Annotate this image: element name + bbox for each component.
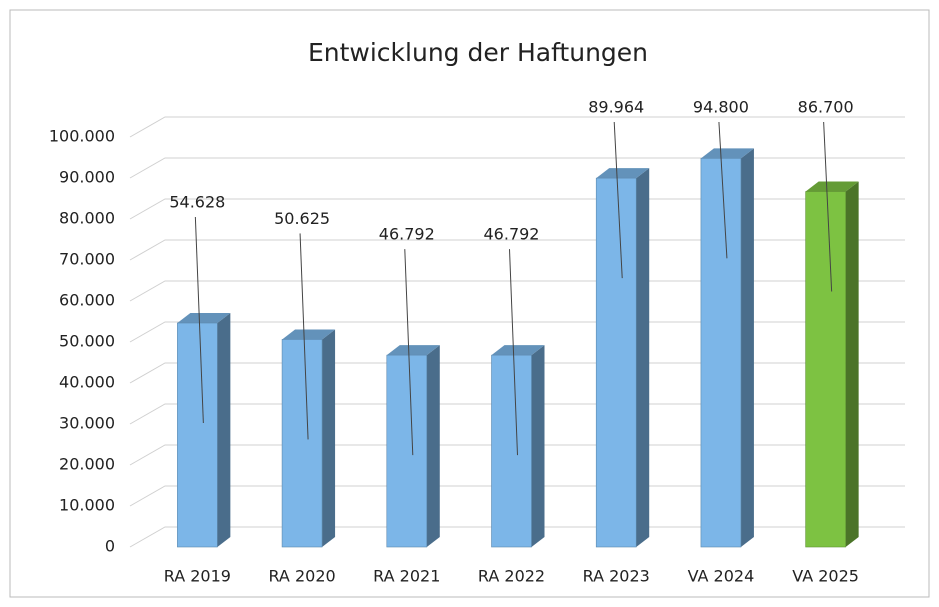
chart-title: Entwicklung der Haftungen [308, 38, 648, 67]
grid-line [129, 116, 905, 138]
y-tick-label: 60.000 [59, 291, 115, 310]
bar-side [531, 345, 545, 547]
x-tick-label: VA 2025 [792, 567, 859, 586]
grid-line [129, 198, 905, 220]
y-tick-label: 0 [105, 537, 115, 556]
data-label: 89.964 [588, 98, 644, 117]
bar [805, 191, 846, 548]
leader-line [509, 249, 518, 456]
x-tick-label: RA 2021 [373, 567, 440, 586]
bar-side [322, 329, 336, 547]
y-tick-label: 100.000 [49, 127, 115, 146]
y-tick-label: 10.000 [59, 496, 115, 515]
bar [177, 322, 218, 548]
grid-line [129, 526, 905, 548]
bar-top [177, 313, 231, 324]
y-tick-label: 20.000 [59, 455, 115, 474]
data-label: 54.628 [169, 193, 225, 212]
data-label: 86.700 [798, 98, 854, 117]
leader-line [299, 233, 309, 440]
leader-line [404, 249, 414, 456]
grid-line [129, 362, 905, 384]
y-tick-label: 70.000 [59, 250, 115, 269]
bar [491, 354, 532, 548]
x-tick-label: VA 2024 [688, 567, 755, 586]
bar [700, 158, 742, 548]
bar-top [491, 345, 545, 356]
x-tick-label: RA 2019 [164, 567, 231, 586]
grid-line [129, 239, 905, 261]
bar-top [282, 329, 336, 340]
x-tick-label: RA 2020 [268, 567, 335, 586]
y-tick-label: 40.000 [59, 373, 115, 392]
data-label: 50.625 [274, 209, 330, 228]
x-tick-label: RA 2023 [583, 567, 650, 586]
bar [386, 354, 428, 548]
bar-top [596, 168, 650, 179]
data-label: 46.792 [484, 225, 540, 244]
data-label: 94.800 [693, 98, 749, 117]
grid-line [129, 403, 905, 425]
leader-line [613, 121, 623, 279]
grid-line [129, 321, 905, 343]
bar-top [700, 148, 754, 159]
leader-line [823, 121, 833, 292]
grid-line [129, 444, 905, 466]
bar [595, 177, 637, 548]
leader-line [718, 121, 728, 259]
y-tick-label: 30.000 [59, 414, 115, 433]
grid-line [129, 485, 905, 507]
grid-line [129, 280, 905, 302]
bar-side [636, 168, 650, 548]
y-tick-label: 50.000 [59, 332, 115, 351]
grid-line [129, 157, 905, 179]
chart-border [9, 9, 930, 598]
data-label: 46.792 [379, 225, 435, 244]
bar-top [805, 181, 859, 192]
leader-line [194, 217, 204, 424]
bar [281, 339, 323, 548]
y-tick-label: 90.000 [59, 168, 115, 187]
bar-side [217, 313, 231, 547]
x-tick-label: RA 2022 [478, 567, 545, 586]
bar-side [740, 148, 754, 547]
y-tick-label: 80.000 [59, 209, 115, 228]
bar-side [845, 181, 859, 547]
bar-side [426, 345, 440, 547]
bar-top [386, 345, 440, 356]
